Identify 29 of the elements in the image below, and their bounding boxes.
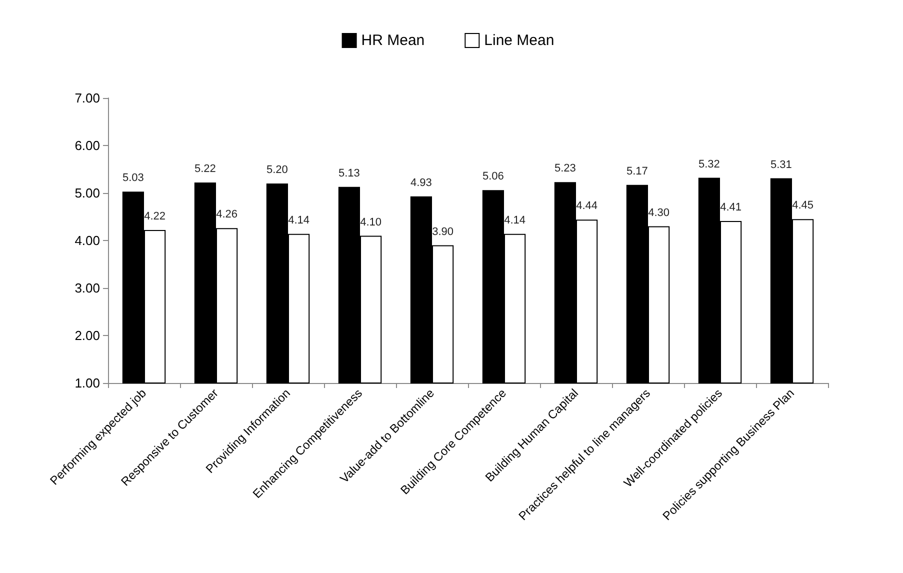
data-label: 5.06 <box>482 170 504 183</box>
y-tick-label: 5.00 <box>74 186 100 200</box>
data-label: 4.41 <box>720 202 742 214</box>
data-label: 5.31 <box>770 158 792 171</box>
data-label: 5.32 <box>698 158 720 170</box>
data-label: 4.45 <box>792 200 814 212</box>
data-label: 4.10 <box>360 216 382 228</box>
data-label: 3.90 <box>432 226 454 238</box>
data-label: 5.03 <box>122 172 144 184</box>
y-tick-label: 4.00 <box>74 233 100 248</box>
legend-label: Line Mean <box>484 32 554 49</box>
y-tick-label: 1.00 <box>74 376 100 390</box>
data-label: 4.14 <box>288 214 310 226</box>
data-label: 5.22 <box>194 163 216 176</box>
data-label: 5.20 <box>266 164 288 176</box>
data-label: 4.26 <box>216 208 238 221</box>
data-label: 5.13 <box>338 167 360 180</box>
data-label: 4.44 <box>576 200 598 212</box>
data-label: 4.14 <box>504 214 526 226</box>
data-label: 4.30 <box>648 206 670 219</box>
legend-label: HR Mean <box>361 32 425 49</box>
y-tick-label: 2.00 <box>74 328 100 343</box>
data-label: 5.17 <box>626 165 648 178</box>
y-tick-label: 7.00 <box>74 90 100 106</box>
y-tick-label: 3.00 <box>74 280 100 296</box>
data-label: 4.22 <box>144 210 166 223</box>
data-label: 5.23 <box>554 162 576 175</box>
data-label: 4.93 <box>410 176 432 189</box>
y-tick-label: 6.00 <box>74 138 100 153</box>
